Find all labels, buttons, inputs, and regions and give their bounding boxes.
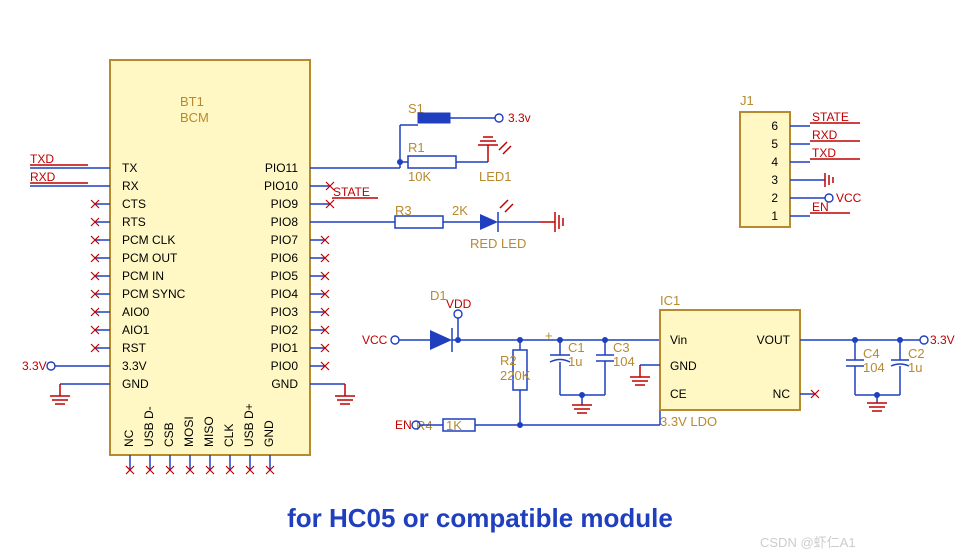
svg-text:PIO3: PIO3 — [271, 305, 299, 319]
svg-text:GND: GND — [122, 377, 149, 391]
svg-text:PCM SYNC: PCM SYNC — [122, 287, 186, 301]
svg-text:3.3V: 3.3V — [122, 359, 147, 373]
svg-text:RX: RX — [122, 179, 139, 193]
svg-text:VDD: VDD — [446, 297, 472, 311]
svg-text:C4: C4 — [863, 346, 880, 361]
svg-text:RED LED: RED LED — [470, 236, 526, 251]
svg-text:MOSI: MOSI — [182, 416, 196, 447]
svg-text:4: 4 — [771, 155, 778, 169]
svg-text:D1: D1 — [430, 288, 447, 303]
svg-text:RXD: RXD — [812, 128, 838, 142]
svg-text:PIO2: PIO2 — [271, 323, 299, 337]
red-led-icon — [480, 200, 540, 232]
svg-text:RST: RST — [122, 341, 147, 355]
svg-text:AIO0: AIO0 — [122, 305, 150, 319]
svg-text:PIO5: PIO5 — [271, 269, 299, 283]
svg-text:C1: C1 — [568, 340, 585, 355]
svg-text:USB D-: USB D- — [142, 406, 156, 447]
svg-text:3.3v: 3.3v — [508, 111, 531, 125]
svg-text:CSB: CSB — [162, 422, 176, 447]
svg-text:104: 104 — [613, 354, 635, 369]
gnd-led-icon — [540, 212, 563, 232]
gnd-left-icon — [50, 384, 70, 404]
bt1-left-wires: TXD RXD 3.3V — [22, 152, 110, 404]
svg-text:EN: EN — [395, 418, 412, 432]
svg-text:GND: GND — [271, 377, 298, 391]
svg-text:PIO9: PIO9 — [271, 197, 299, 211]
svg-text:6: 6 — [771, 119, 778, 133]
svg-text:5: 5 — [771, 137, 778, 151]
svg-text:CTS: CTS — [122, 197, 146, 211]
svg-text:220K: 220K — [500, 368, 531, 383]
svg-text:C3: C3 — [613, 340, 630, 355]
svg-text:PIO1: PIO1 — [271, 341, 299, 355]
svg-text:1u: 1u — [568, 354, 582, 369]
svg-text:R2: R2 — [500, 353, 517, 368]
svg-text:RXD: RXD — [30, 170, 56, 184]
svg-text:AIO1: AIO1 — [122, 323, 150, 337]
gnd-right-icon — [335, 384, 355, 404]
j1-block: J1 6 5 4 3 2 1 STATE RXD TXD VCC EN — [740, 93, 862, 227]
svg-text:J1: J1 — [740, 93, 754, 108]
svg-text:IC1: IC1 — [660, 293, 680, 308]
svg-text:TXD: TXD — [812, 146, 836, 160]
watermark-text: CSDN @虾仁A1 — [760, 535, 856, 550]
svg-text:2: 2 — [771, 191, 778, 205]
power-section: VCC D1 VDD R2 220K R4 1K EN + C1 — [362, 288, 955, 433]
svg-text:+: + — [545, 328, 553, 343]
svg-text:PIO10: PIO10 — [264, 179, 298, 193]
bt1-bottom-nc — [126, 455, 274, 474]
svg-text:CLK: CLK — [222, 424, 236, 447]
svg-text:NC: NC — [773, 387, 791, 401]
svg-text:1u: 1u — [908, 360, 922, 375]
svg-text:TXD: TXD — [30, 152, 54, 166]
svg-text:GND: GND — [670, 359, 697, 373]
svg-text:Vin: Vin — [670, 333, 687, 347]
svg-text:TX: TX — [122, 161, 137, 175]
svg-text:PIO0: PIO0 — [271, 359, 299, 373]
svg-text:2K: 2K — [452, 203, 468, 218]
svg-text:1K: 1K — [446, 418, 462, 433]
svg-text:PIO8: PIO8 — [271, 215, 299, 229]
svg-text:PIO7: PIO7 — [271, 233, 299, 247]
svg-text:104: 104 — [863, 360, 885, 375]
svg-text:3.3V: 3.3V — [22, 359, 47, 373]
svg-text:CE: CE — [670, 387, 687, 401]
svg-text:MISO: MISO — [202, 416, 216, 447]
svg-text:LED1: LED1 — [479, 169, 512, 184]
svg-text:PCM IN: PCM IN — [122, 269, 164, 283]
svg-text:PIO11: PIO11 — [265, 161, 298, 175]
bt1-name: BCM — [180, 110, 209, 125]
svg-text:1: 1 — [771, 209, 778, 223]
bt1-right-top: S1 3.3v R1 10K LED1 STATE R3 2K — [310, 101, 563, 404]
svg-text:STATE: STATE — [333, 185, 370, 199]
svg-text:C2: C2 — [908, 346, 925, 361]
svg-text:PCM OUT: PCM OUT — [122, 251, 178, 265]
svg-text:GND: GND — [262, 420, 276, 447]
svg-text:3.3V: 3.3V — [930, 333, 955, 347]
bt1-ref: BT1 — [180, 94, 204, 109]
svg-text:3: 3 — [771, 173, 778, 187]
svg-text:STATE: STATE — [812, 110, 849, 124]
svg-text:PIO6: PIO6 — [271, 251, 299, 265]
svg-text:USB D+: USB D+ — [242, 403, 256, 447]
svg-text:VOUT: VOUT — [757, 333, 791, 347]
svg-text:EN: EN — [812, 200, 829, 214]
svg-text:VCC: VCC — [362, 333, 388, 347]
svg-text:3.3V LDO: 3.3V LDO — [660, 414, 717, 429]
svg-text:RTS: RTS — [122, 215, 146, 229]
svg-text:NC: NC — [122, 429, 136, 447]
svg-text:10K: 10K — [408, 169, 431, 184]
svg-text:PIO4: PIO4 — [271, 287, 299, 301]
svg-text:R1: R1 — [408, 140, 425, 155]
svg-text:PCM CLK: PCM CLK — [122, 233, 175, 247]
svg-text:VCC: VCC — [836, 191, 862, 205]
caption-text: for HC05 or compatible module — [287, 503, 673, 533]
